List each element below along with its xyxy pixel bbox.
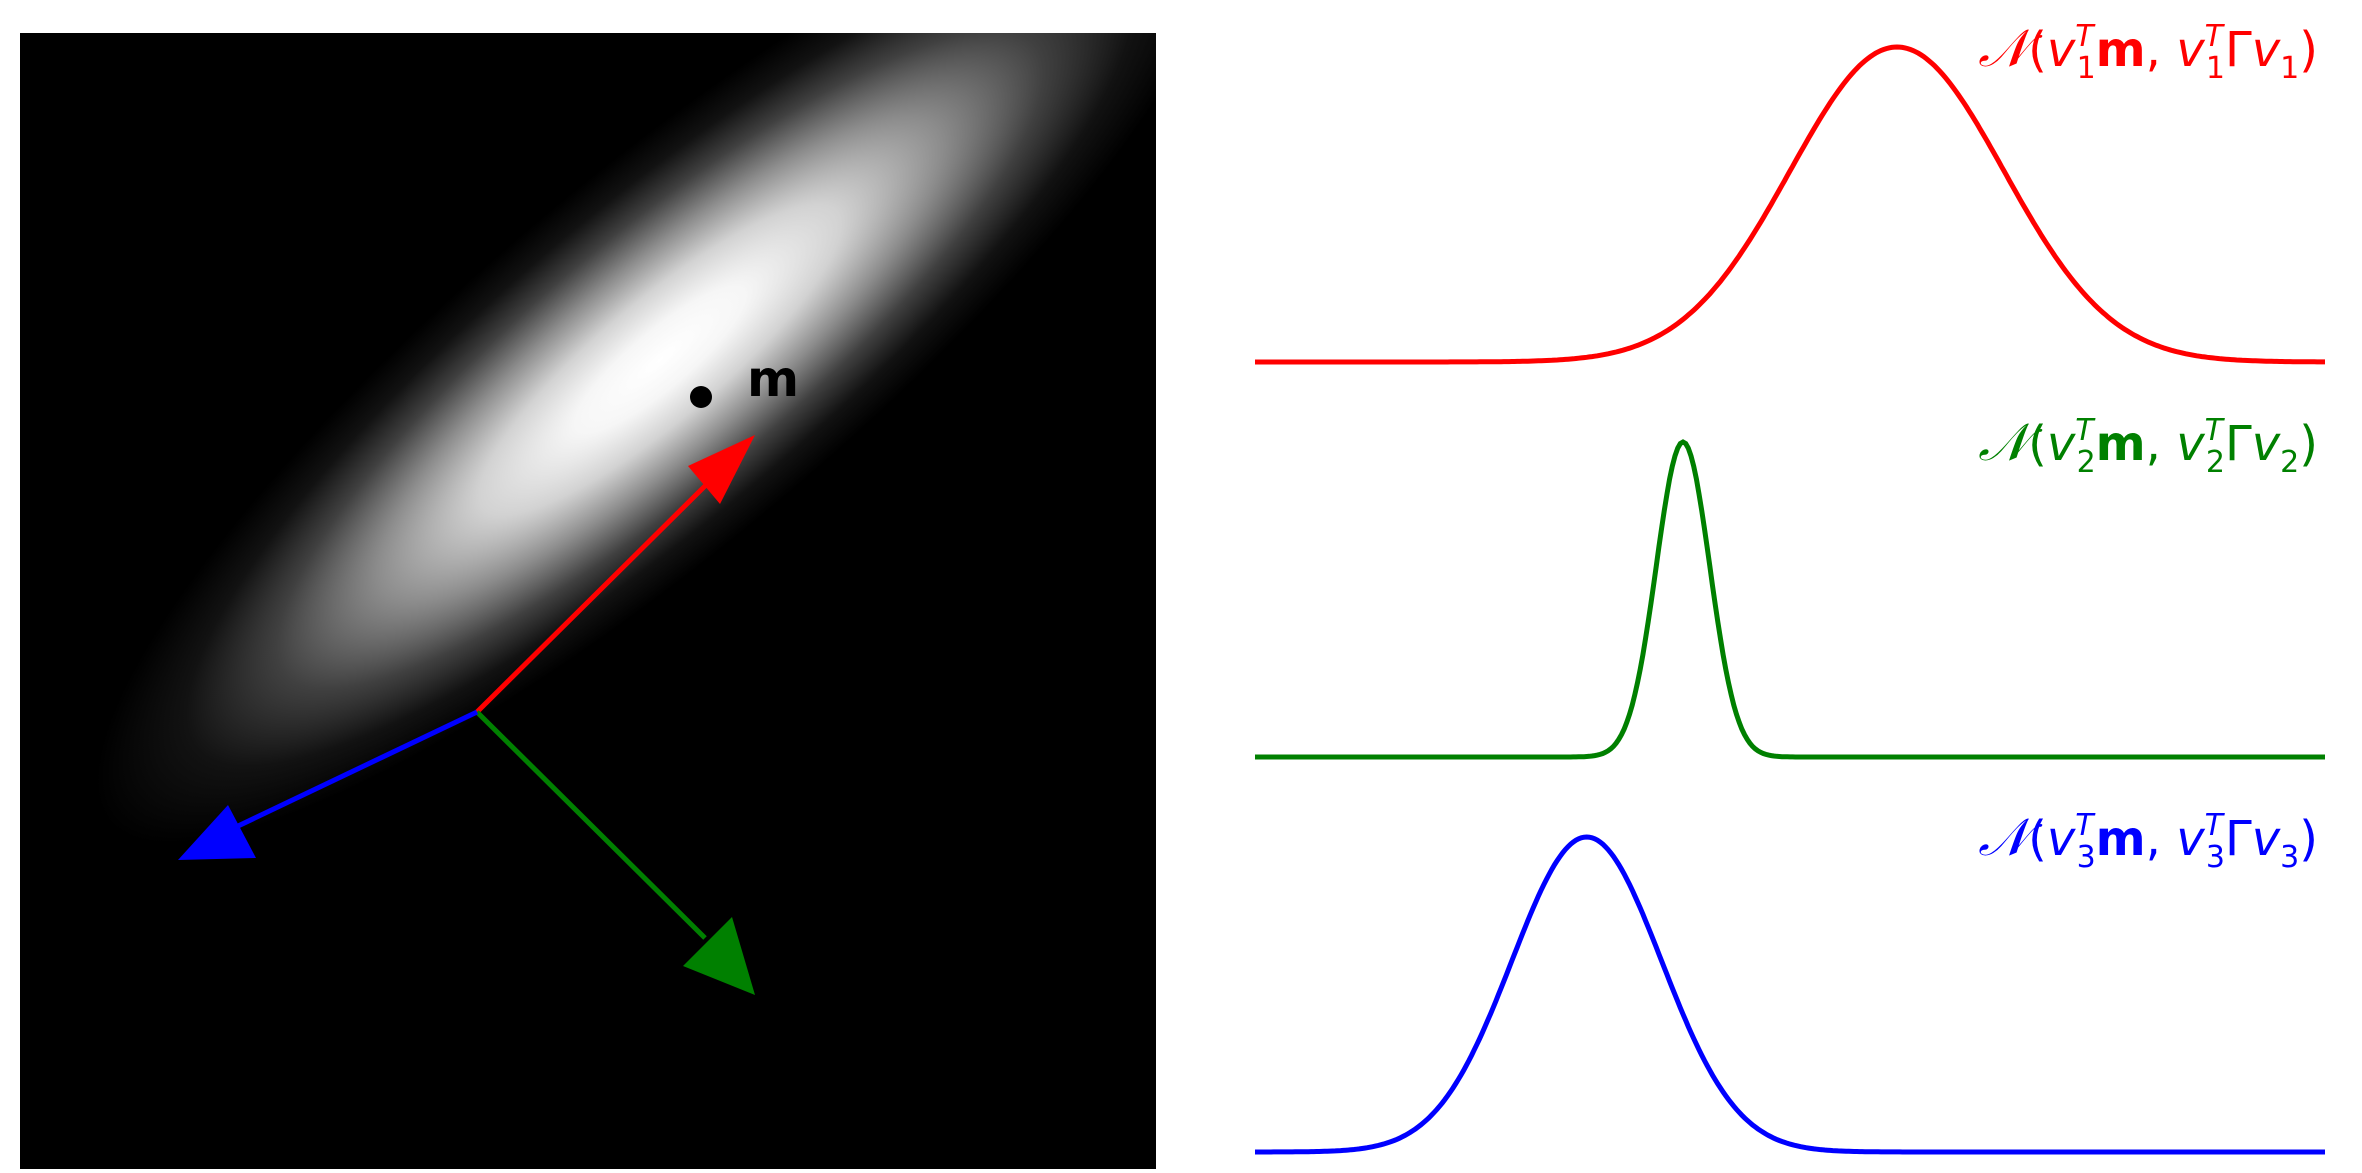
mean-point xyxy=(690,386,712,408)
eigenvector-arrow-v1 xyxy=(475,435,755,714)
eigenvector-arrow-v2 xyxy=(475,710,755,995)
projection-formula-1: 𝒩(vT 1m, vT 1Γv1) xyxy=(1978,19,2318,86)
projection-formula-2: 𝒩(vT 2m, vT 2Γv2) xyxy=(1978,413,2318,480)
projection-panel: 𝒩(vT 1m, vT 1Γv1) 𝒩(vT 2m, vT 2Γv2) 𝒩(vT 3m, … xyxy=(1255,19,2325,1155)
mean-label: m xyxy=(747,350,799,408)
projection-formula-3: 𝒩(vT 3m, vT 3Γv3) xyxy=(1978,808,2318,875)
projection-curve-2 xyxy=(1255,439,2325,760)
gaussian-density xyxy=(95,33,1156,845)
heatmap-panel: m xyxy=(20,33,1156,1169)
projection-curve-1 xyxy=(1255,44,2325,365)
projection-curve-3 xyxy=(1255,834,2325,1155)
eigenvector-arrow-v3 xyxy=(178,709,479,860)
